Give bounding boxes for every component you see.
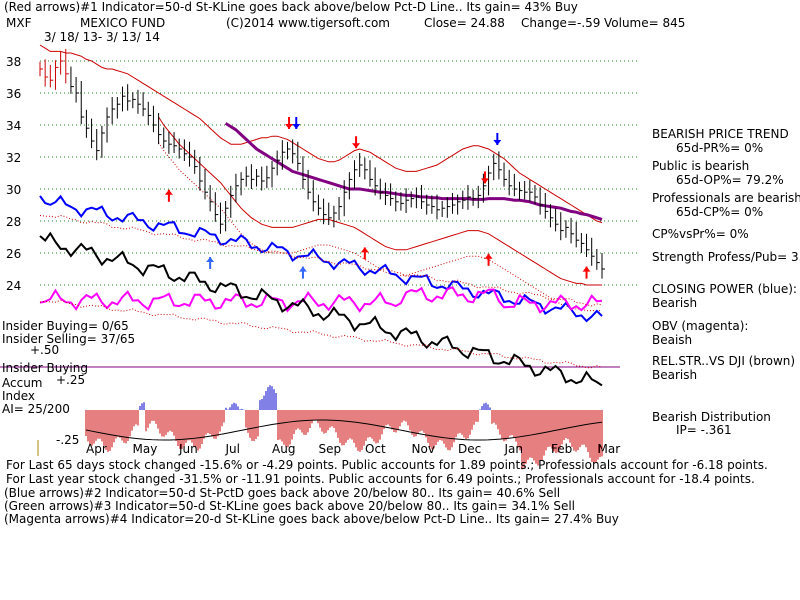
x-label-sep: Sep [319, 442, 342, 456]
y-axis-ticks: 24 26 28 30 32 34 36 38 [6, 55, 21, 293]
blue-arrow-up [206, 257, 215, 262]
accum-label: Accum [2, 376, 43, 390]
accum-index-histogram [85, 385, 603, 470]
obv-title: OBV (magenta): [652, 319, 749, 333]
x-label-mar: Mar [598, 442, 621, 456]
public-status: Public is bearish [652, 159, 750, 173]
insider-buying-label: Insider Buying [2, 361, 88, 375]
op-pct: 65d-OP%= 79.2% [676, 173, 784, 187]
ip-value: IP= -.361 [676, 423, 732, 437]
gridlines [0, 60, 640, 456]
accum-ma-line [85, 419, 603, 441]
y-tick-32: 32 [6, 151, 21, 165]
indicator-lines [39, 194, 603, 387]
ma50-line [224, 122, 603, 221]
distribution-title: Bearish Distribution [652, 410, 771, 424]
dotted-guide-1 [39, 214, 603, 307]
y-tick-34: 34 [6, 119, 21, 133]
dotted-guide-2 [39, 299, 603, 369]
moving-average [224, 122, 603, 221]
index-label: Index [2, 389, 36, 403]
insider-buying-count: Insider Buying= 0/65 [2, 319, 129, 333]
x-label-jan: Jan [504, 442, 524, 456]
date-range: 3/ 18/ 13- 3/ 13/ 14 [44, 30, 160, 44]
insider-selling-count: Insider Selling= 37/65 [2, 332, 136, 346]
x-label-apr: Apr [86, 442, 107, 456]
footer-blue-arrows: (Blue arrows)#2 Indicator=50-d St-PctD g… [4, 486, 561, 500]
red-arrow-up [360, 247, 369, 253]
plus-25-label: +.25 [56, 373, 86, 387]
professionals-status: Professionals are bearish [652, 191, 800, 205]
envelope-bands [39, 44, 603, 312]
red-arrow-up [484, 253, 493, 259]
pr-pct: 65d-PR%= 0% [676, 141, 764, 155]
footer-green-arrows: (Green arrows)#3 Indicator=50-d St-KLine… [4, 499, 576, 513]
obv-status: Beaish [652, 333, 693, 347]
symbol: MXF [6, 16, 32, 30]
close-value: Close= 24.88 [424, 16, 505, 30]
y-tick-30: 30 [6, 183, 21, 197]
rel-str-line [39, 231, 603, 387]
change-value: Change=-.59 [521, 16, 601, 30]
relstr-status: Bearish [652, 368, 698, 382]
copyright: (C)2014 www.tigersoft.com [226, 16, 390, 30]
closing-power-status: Bearish [652, 296, 698, 310]
x-axis-labels: Apr May Jun Jul Aug Sep Oct Nov Dec Jan Feb Mar [86, 442, 620, 456]
x-label-jul: Jul [225, 442, 240, 456]
x-label-aug: Aug [272, 442, 295, 456]
volume-value: Volume= 845 [604, 16, 686, 30]
obv-line [39, 286, 603, 314]
red-arrow-up [164, 189, 173, 195]
red-arrow-down [352, 143, 361, 149]
blue-arrow-up [298, 266, 307, 272]
strength-ratio: Strength Profess/Pub= 3.3 [652, 250, 800, 264]
y-tick-38: 38 [6, 55, 21, 69]
upper-band [39, 44, 603, 224]
footer-last-year: For Last year stock changed -31.5% or -1… [6, 472, 755, 486]
closing-power-title: CLOSING POWER (blue): [652, 282, 797, 296]
footer-magenta-arrows: (Magenta arrows)#4 Indicator=20-d St-KLi… [4, 512, 619, 526]
x-label-nov: Nov [412, 442, 435, 456]
minus-25-label: -.25 [56, 433, 80, 447]
x-label-feb: Feb [551, 442, 572, 456]
ai-label: AI= 25/200 [2, 402, 70, 416]
fund-name: MEXICO FUND [80, 16, 166, 30]
header-line1: (Red arrows)#1 Indicator=50-d St-KLine g… [4, 0, 578, 14]
y-tick-24: 24 [6, 279, 21, 293]
y-tick-28: 28 [6, 215, 21, 229]
x-label-may: May [133, 442, 158, 456]
cp-vs-pr: CP%vsPr%= 0% [652, 227, 749, 241]
plus-50-label: +.50 [30, 343, 60, 357]
red-arrow-up [582, 266, 591, 272]
red-arrow-down [285, 124, 294, 129]
y-tick-26: 26 [6, 247, 21, 261]
x-label-oct: Oct [365, 442, 386, 456]
relstr-title: REL.STR..VS DJI (brown) [652, 354, 796, 368]
trend-title: BEARISH PRICE TREND [652, 127, 789, 141]
x-label-dec: Dec [458, 442, 481, 456]
y-tick-36: 36 [6, 87, 21, 101]
x-label-jun: Jun [178, 442, 198, 456]
blue-arrow-down [292, 124, 301, 129]
footer-65-days: For Last 65 days stock changed -15.6% or… [6, 458, 768, 472]
cp-pct: 65d-CP%= 0% [676, 205, 764, 219]
red-arrow-down [480, 178, 489, 184]
lower-band-dotted [158, 142, 602, 312]
closing-power-line [39, 194, 603, 323]
lower-band [158, 116, 602, 286]
signal-arrows [164, 117, 591, 279]
price-bars [39, 49, 605, 279]
blue-arrow-down [493, 140, 502, 145]
